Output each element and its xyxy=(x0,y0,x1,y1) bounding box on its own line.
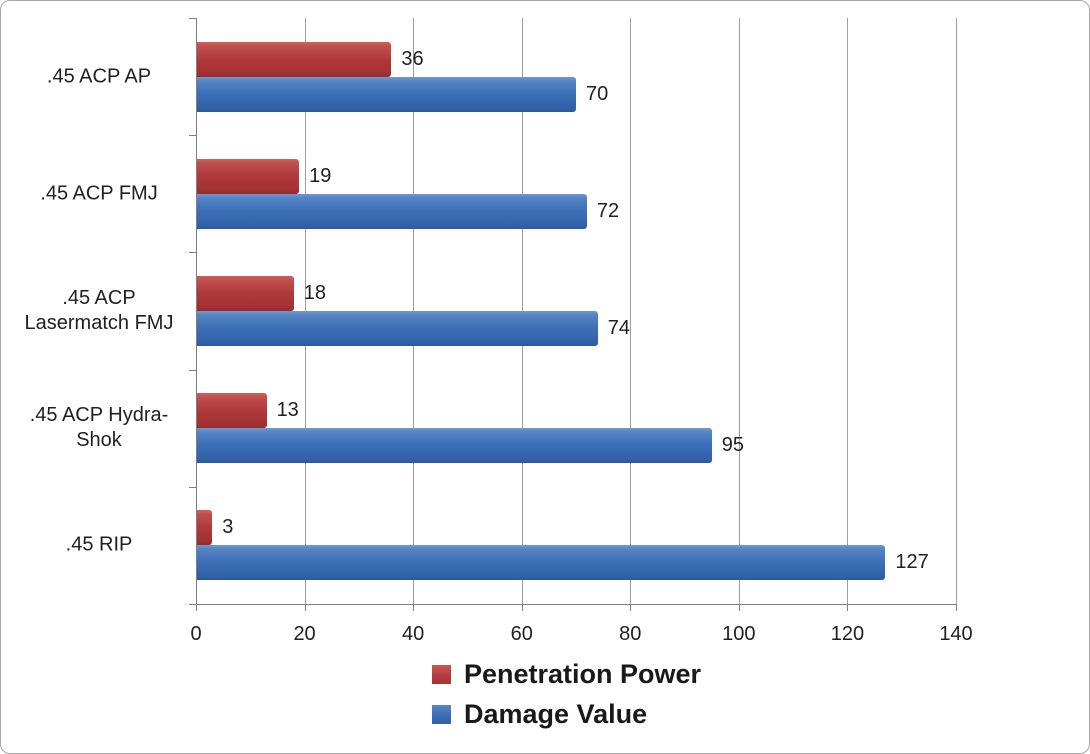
gridline xyxy=(738,18,740,604)
x-tick-mark xyxy=(738,604,740,611)
legend-label-damage-value: Damage Value xyxy=(464,699,648,729)
legend-item-damage-value: Damage Value xyxy=(432,699,701,730)
x-tick-mark xyxy=(196,604,197,611)
bar-damage-value xyxy=(196,193,587,229)
bar-damage-value xyxy=(196,545,886,581)
bar-damage-value xyxy=(196,311,598,346)
bar-value-label: 3 xyxy=(222,516,234,539)
y-tick-mark xyxy=(189,135,196,137)
y-tick-mark xyxy=(189,604,196,605)
category-label: .45 ACP Hydra-Shok xyxy=(29,404,169,452)
x-tick-label: 40 xyxy=(402,623,425,645)
bar-value-label: 95 xyxy=(721,434,744,457)
category-label: .45 RIP xyxy=(65,533,133,556)
bar-value-label: 36 xyxy=(401,47,424,70)
bar-value-label: 19 xyxy=(309,164,332,187)
x-tick-label: 120 xyxy=(830,623,865,645)
x-tick-label: 140 xyxy=(939,623,973,645)
bar-value-label: 74 xyxy=(607,317,630,339)
x-tick-mark xyxy=(521,604,523,611)
y-tick-mark xyxy=(189,252,196,254)
x-tick-label: 20 xyxy=(293,623,316,645)
x-tick-mark xyxy=(630,604,632,611)
gridline xyxy=(956,18,957,604)
x-tick-label: 60 xyxy=(510,623,533,645)
bar-penetration-power xyxy=(196,41,392,77)
x-tick-label: 100 xyxy=(722,623,756,645)
legend-label-penetration-power: Penetration Power xyxy=(464,659,702,689)
bar-penetration-power xyxy=(196,510,213,546)
bar-value-label: 13 xyxy=(276,399,299,422)
x-axis-line xyxy=(196,604,956,605)
bar-penetration-power xyxy=(196,393,267,429)
bar-damage-value xyxy=(196,428,712,464)
legend-swatch-damage-value xyxy=(432,705,451,724)
bar-value-label: 72 xyxy=(596,199,620,222)
y-tick-mark xyxy=(189,486,196,488)
bar-damage-value xyxy=(196,76,576,112)
x-tick-mark xyxy=(304,604,306,611)
gridline xyxy=(630,18,632,604)
x-tick-mark xyxy=(956,604,957,611)
gridline xyxy=(847,18,849,604)
legend: Penetration Power Damage Value xyxy=(432,659,701,730)
y-tick-mark xyxy=(189,369,196,371)
x-tick-label: 0 xyxy=(190,623,202,645)
category-label: .45 ACP Lasermatch FMJ xyxy=(24,287,174,334)
x-tick-mark xyxy=(847,604,849,611)
y-tick-mark xyxy=(189,18,196,19)
y-axis-line xyxy=(196,18,197,604)
legend-item-penetration-power: Penetration Power xyxy=(432,659,701,690)
x-tick-mark xyxy=(413,604,415,611)
bar-penetration-power xyxy=(196,276,294,311)
bar-value-label: 70 xyxy=(586,82,609,105)
bar-penetration-power xyxy=(196,158,300,194)
bar-value-label: 127 xyxy=(895,551,929,574)
category-label: .45 ACP FMJ xyxy=(40,182,158,205)
bar-value-label: 18 xyxy=(303,282,326,304)
category-label: .45 ACP AP xyxy=(46,65,152,88)
x-tick-label: 80 xyxy=(619,623,642,645)
legend-swatch-penetration-power xyxy=(432,665,451,684)
